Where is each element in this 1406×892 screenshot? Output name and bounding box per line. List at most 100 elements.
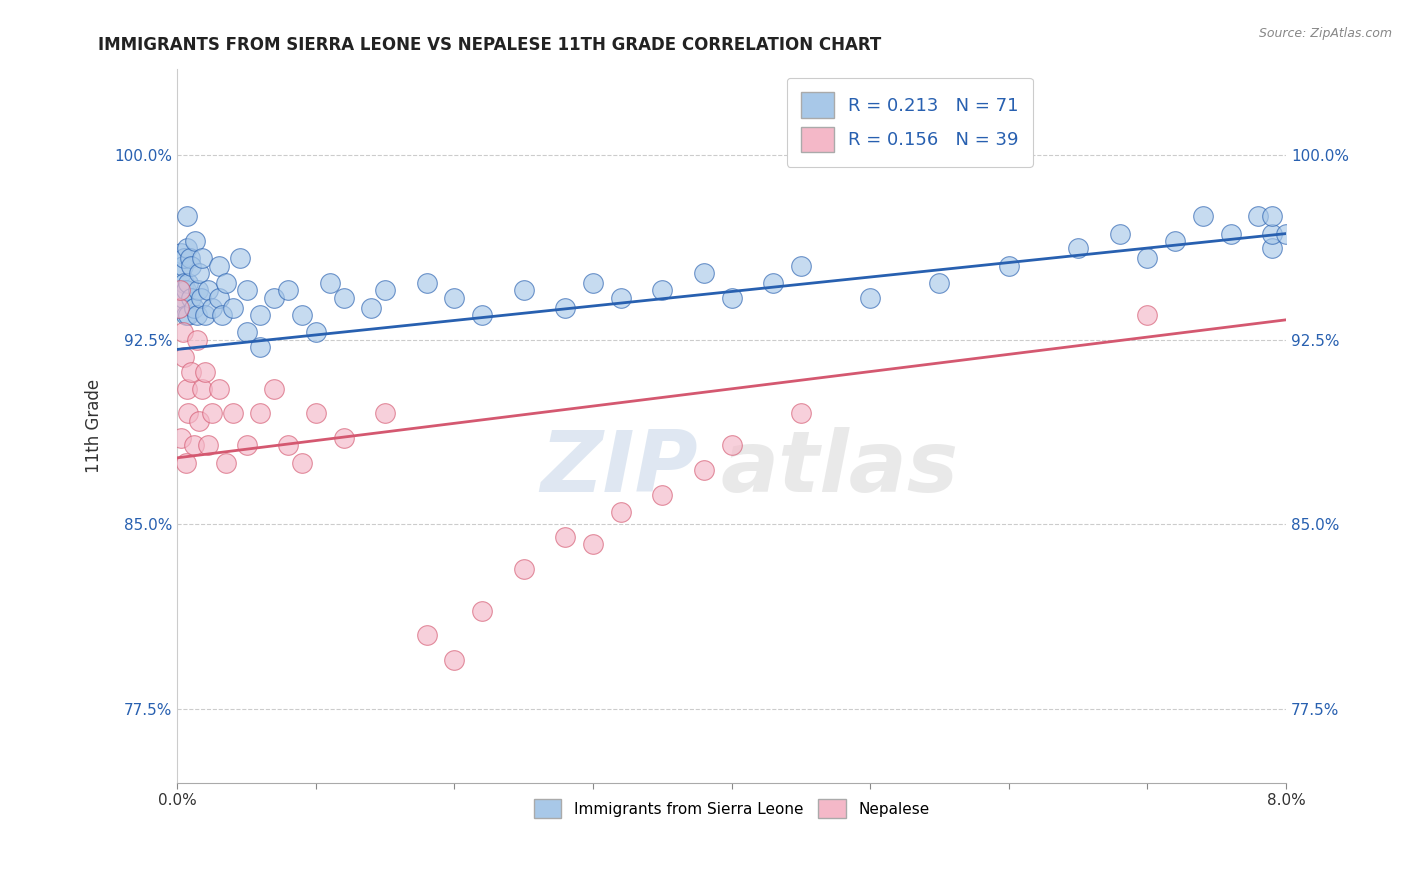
Text: ZIP: ZIP	[541, 427, 699, 510]
Point	[177, 308, 200, 322]
Point	[235, 283, 257, 297]
Point	[443, 291, 465, 305]
Point	[277, 283, 299, 297]
Point	[176, 241, 198, 255]
Point	[235, 438, 257, 452]
Point	[172, 291, 194, 305]
Point	[997, 259, 1019, 273]
Point	[188, 414, 211, 428]
Point	[693, 266, 716, 280]
Point	[513, 562, 536, 576]
Text: Source: ZipAtlas.com: Source: ZipAtlas.com	[1258, 27, 1392, 40]
Point	[1136, 252, 1159, 266]
Point	[443, 653, 465, 667]
Point	[211, 308, 233, 322]
Point	[1191, 210, 1213, 224]
Point	[173, 350, 195, 364]
Point	[176, 210, 198, 224]
Point	[1067, 241, 1090, 255]
Point	[176, 382, 198, 396]
Point	[191, 382, 214, 396]
Point	[859, 291, 882, 305]
Point	[1247, 210, 1270, 224]
Point	[1108, 227, 1130, 241]
Point	[169, 283, 191, 297]
Point	[554, 530, 576, 544]
Point	[208, 382, 231, 396]
Text: IMMIGRANTS FROM SIERRA LEONE VS NEPALESE 11TH GRADE CORRELATION CHART: IMMIGRANTS FROM SIERRA LEONE VS NEPALESE…	[98, 36, 882, 54]
Point	[177, 276, 200, 290]
Point	[169, 283, 191, 297]
Point	[291, 308, 314, 322]
Point	[790, 259, 813, 273]
Point	[186, 333, 208, 347]
Point	[208, 291, 231, 305]
Point	[1164, 234, 1187, 248]
Point	[186, 308, 208, 322]
Point	[277, 438, 299, 452]
Point	[305, 407, 328, 421]
Point	[183, 301, 205, 315]
Point	[582, 537, 605, 551]
Legend: Immigrants from Sierra Leone, Nepalese: Immigrants from Sierra Leone, Nepalese	[526, 791, 936, 825]
Point	[249, 340, 271, 354]
Point	[215, 276, 238, 290]
Point	[332, 291, 354, 305]
Point	[222, 407, 245, 421]
Point	[173, 276, 195, 290]
Point	[174, 308, 197, 322]
Point	[194, 365, 217, 379]
Point	[471, 603, 494, 617]
Point	[208, 259, 231, 273]
Point	[184, 234, 207, 248]
Point	[582, 276, 605, 290]
Point	[177, 407, 200, 421]
Point	[249, 407, 271, 421]
Point	[513, 283, 536, 297]
Point	[263, 291, 285, 305]
Point	[263, 382, 285, 396]
Point	[1261, 210, 1284, 224]
Point	[651, 283, 673, 297]
Point	[228, 252, 250, 266]
Point	[554, 301, 576, 315]
Point	[201, 407, 224, 421]
Point	[1261, 241, 1284, 255]
Point	[332, 431, 354, 445]
Point	[416, 276, 439, 290]
Point	[187, 283, 209, 297]
Point	[609, 505, 631, 519]
Point	[215, 456, 238, 470]
Point	[180, 259, 202, 273]
Point	[180, 291, 202, 305]
Text: atlas: atlas	[720, 427, 959, 510]
Point	[197, 283, 219, 297]
Point	[609, 291, 631, 305]
Point	[172, 259, 194, 273]
Point	[762, 276, 785, 290]
Point	[167, 301, 190, 315]
Point	[1261, 227, 1284, 241]
Y-axis label: 11th Grade: 11th Grade	[86, 379, 103, 473]
Point	[173, 252, 195, 266]
Point	[693, 463, 716, 477]
Point	[720, 438, 742, 452]
Point	[374, 407, 396, 421]
Point	[374, 283, 396, 297]
Point	[190, 291, 212, 305]
Point	[222, 301, 245, 315]
Point	[174, 456, 197, 470]
Point	[790, 407, 813, 421]
Point	[360, 301, 382, 315]
Point	[319, 276, 342, 290]
Point	[1219, 227, 1241, 241]
Point	[416, 628, 439, 642]
Point	[183, 438, 205, 452]
Point	[305, 325, 328, 339]
Point	[720, 291, 742, 305]
Point	[194, 308, 217, 322]
Point	[249, 308, 271, 322]
Point	[172, 325, 194, 339]
Point	[1136, 308, 1159, 322]
Point	[201, 301, 224, 315]
